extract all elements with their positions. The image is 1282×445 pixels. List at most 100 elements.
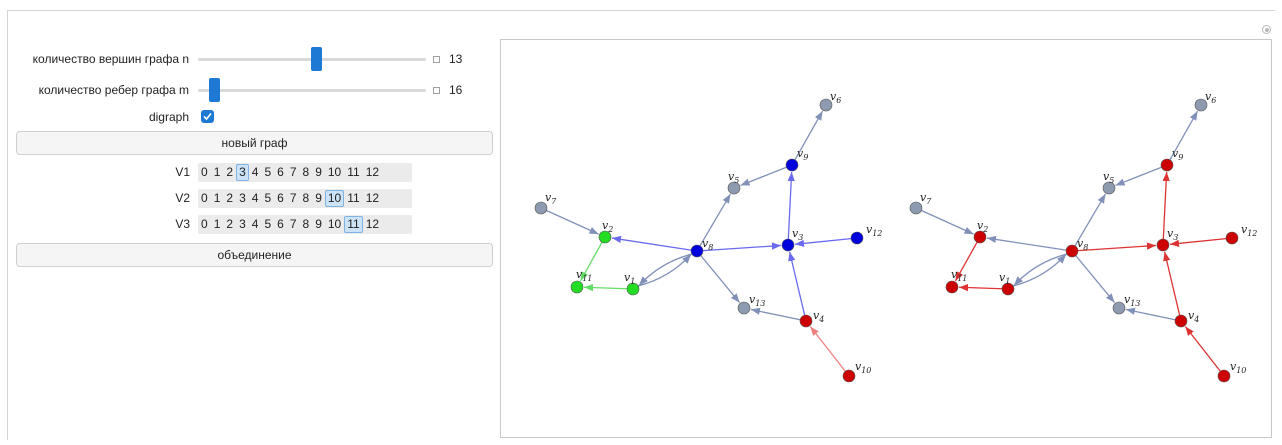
setter-option[interactable]: 4 (251, 165, 259, 179)
vertex-v7 (909, 201, 923, 215)
setter-option[interactable]: 9 (315, 191, 322, 205)
edge-v10-v4 (1184, 326, 1221, 372)
setter-option[interactable]: 8 (302, 165, 310, 179)
setter-option[interactable]: 1 (213, 165, 221, 179)
edge-v4-v3 (788, 251, 806, 316)
vertex-v11 (570, 280, 584, 294)
setter-option[interactable]: 12 (365, 191, 380, 205)
setter-option[interactable]: 12 (365, 165, 380, 179)
union-button[interactable]: объединение (16, 243, 493, 267)
edge-v8-v13 (1075, 255, 1116, 304)
setter-option[interactable]: 9 (315, 217, 322, 231)
vertex-v10 (1217, 369, 1231, 383)
setter-option[interactable]: 10 (327, 165, 342, 179)
setter-option[interactable]: 6 (277, 191, 284, 205)
new-graph-button[interactable]: новый граф (16, 131, 493, 155)
edge-v1-v8 (1012, 254, 1067, 287)
vertex-v13 (737, 301, 751, 315)
edge-v8-v3 (1077, 242, 1157, 252)
vertex-label-v11: v11 (951, 268, 967, 283)
edge-v8-v5 (1074, 193, 1107, 247)
slider-m-expand-icon[interactable] (433, 87, 440, 94)
vertex-v6 (1194, 98, 1208, 112)
setter-option[interactable]: 0 (201, 191, 208, 205)
edge-v1-v11 (583, 283, 628, 292)
slider-n-expand-icon[interactable] (433, 56, 440, 63)
vertex-v12 (850, 231, 864, 245)
vertex-label-v4: v4 (1188, 309, 1199, 324)
setter-option[interactable]: 1 (213, 191, 221, 205)
edge-v4-v13 (750, 307, 801, 321)
slider-row-n: количество вершин графа n 13 (0, 47, 480, 71)
setter-option[interactable]: 0 (201, 217, 208, 231)
setter-option[interactable]: 9 (315, 165, 322, 179)
checkmark-icon (203, 112, 212, 121)
setter-option[interactable]: 7 (289, 217, 297, 231)
vertex-label-v7: v7 (545, 191, 557, 206)
vertex-v9 (1160, 158, 1174, 172)
close-icon[interactable] (1262, 25, 1271, 34)
edge-v7-v2 (921, 209, 974, 235)
setter-option[interactable]: 4 (251, 191, 259, 205)
edge-v9-v5 (1115, 166, 1162, 187)
setter-option[interactable]: 3 (239, 217, 246, 231)
setter-option[interactable]: 5 (264, 165, 272, 179)
setter-option[interactable]: 0 (201, 165, 208, 179)
vertex-v1 (626, 282, 640, 296)
slider-n-value: 13 (449, 52, 463, 66)
setter-option[interactable]: 2 (226, 191, 234, 205)
setter-option[interactable]: 1 (213, 217, 221, 231)
vertex-label-v2: v2 (602, 219, 613, 234)
edge-v2-v11 (954, 241, 978, 282)
setter-option[interactable]: 8 (302, 217, 310, 231)
vertex-label-v13: v13 (749, 293, 765, 308)
setter-bar-v1: 0 1 2 3 4 5 6 7 8 9 10 11 12 (198, 163, 412, 182)
setter-option[interactable]: 6 (277, 217, 284, 231)
setter-option[interactable]: 2 (226, 165, 234, 179)
graph-right: v1 v2 v3 v4 v5 v6 v7 v8 v9 v10 v11 v12 v13 (909, 90, 1257, 383)
vertex-label-v4: v4 (813, 309, 824, 324)
vertex-v4 (1174, 314, 1188, 328)
setter-option[interactable]: 4 (251, 217, 259, 231)
vertex-label-v3: v3 (792, 227, 803, 242)
setter-option[interactable]: 3 (239, 191, 246, 205)
setter-option[interactable]: 3 (236, 164, 249, 181)
edge-v9-v6 (794, 110, 824, 161)
vertex-v10 (842, 369, 856, 383)
setter-option[interactable]: 7 (289, 191, 297, 205)
slider-m-thumb[interactable] (208, 78, 220, 102)
vertex-v5 (727, 181, 741, 195)
setter-option[interactable]: 5 (264, 191, 272, 205)
vertex-label-v6: v6 (1205, 90, 1216, 105)
setter-option[interactable]: 8 (302, 191, 310, 205)
slider-m[interactable] (198, 78, 426, 102)
edge-v12-v3 (1169, 237, 1227, 247)
vertex-label-v3: v3 (1167, 227, 1178, 242)
setter-option[interactable]: 10 (324, 190, 345, 207)
graph-output-panel: v1 v2 v3 v4 v5 v6 v7 v8 v9 v10 v11 v12 v13 v1 v2 v3 v4 v… (500, 39, 1272, 438)
vertex-v4 (799, 314, 813, 328)
slider-n[interactable] (198, 47, 426, 71)
vertex-label-v2: v2 (977, 219, 988, 234)
edge-v8-v1 (1013, 253, 1068, 286)
setter-option[interactable]: 12 (365, 217, 380, 231)
vertex-v11 (945, 280, 959, 294)
setter-option[interactable]: 11 (347, 191, 360, 205)
edge-v8-v1 (638, 253, 693, 286)
digraph-checkbox[interactable] (201, 110, 214, 123)
slider-n-label: количество вершин графа n (32, 52, 189, 66)
setter-option[interactable]: 6 (277, 165, 284, 179)
vertex-v6 (819, 98, 833, 112)
vertex-label-v1: v1 (624, 271, 635, 286)
setter-option[interactable]: 11 (344, 216, 363, 233)
edge-v8-v13 (700, 255, 741, 304)
slider-n-thumb[interactable] (310, 47, 322, 71)
setter-option[interactable]: 11 (347, 165, 360, 179)
setter-option[interactable]: 2 (226, 217, 234, 231)
setter-option[interactable]: 10 (327, 217, 342, 231)
setter-option[interactable]: 7 (289, 165, 297, 179)
setter-option[interactable]: 5 (264, 217, 272, 231)
vertex-v1 (1001, 282, 1015, 296)
setter-v1-label: V1 (175, 165, 190, 179)
